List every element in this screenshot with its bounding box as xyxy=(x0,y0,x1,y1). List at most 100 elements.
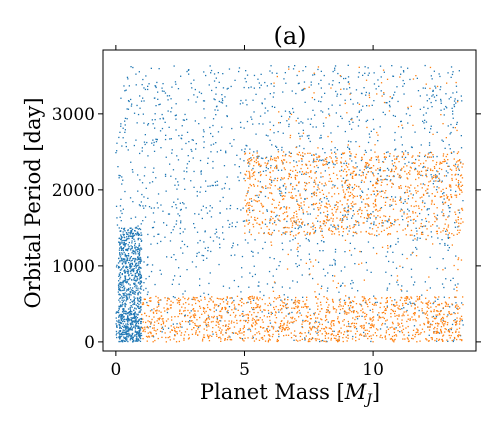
data-point xyxy=(302,221,304,223)
data-point xyxy=(209,185,211,187)
data-point xyxy=(253,308,255,311)
data-point xyxy=(358,110,361,112)
data-point xyxy=(128,232,130,234)
data-point xyxy=(370,326,372,329)
data-point xyxy=(437,332,439,334)
data-point xyxy=(434,167,436,169)
data-point xyxy=(297,311,299,313)
data-point xyxy=(292,107,294,110)
data-point xyxy=(131,289,134,292)
data-point xyxy=(455,255,457,257)
data-point xyxy=(128,329,130,331)
data-point xyxy=(180,138,183,140)
data-point xyxy=(403,158,405,160)
data-point xyxy=(276,164,278,167)
data-point xyxy=(123,289,125,291)
data-point xyxy=(122,303,124,306)
data-point xyxy=(126,320,129,322)
data-point xyxy=(123,293,125,295)
data-point xyxy=(115,205,118,207)
data-point xyxy=(360,159,363,162)
data-point xyxy=(132,313,135,315)
data-point xyxy=(155,141,158,143)
data-point xyxy=(301,332,303,335)
data-point xyxy=(424,154,427,156)
data-point xyxy=(179,299,182,301)
data-point xyxy=(178,215,181,217)
data-point xyxy=(123,239,126,242)
data-point xyxy=(318,208,320,211)
data-point xyxy=(124,120,126,122)
data-point xyxy=(175,341,178,343)
data-point xyxy=(391,338,393,341)
data-point xyxy=(145,187,147,189)
data-point xyxy=(138,253,141,255)
data-point xyxy=(410,302,412,305)
data-point xyxy=(195,266,197,268)
data-point xyxy=(440,162,442,164)
data-point xyxy=(295,222,297,224)
data-point xyxy=(188,73,190,75)
data-point xyxy=(327,306,329,308)
data-point xyxy=(249,204,251,206)
data-point xyxy=(304,185,307,187)
data-point xyxy=(147,124,149,126)
data-point xyxy=(243,326,245,328)
data-point xyxy=(133,144,135,147)
data-point xyxy=(278,190,281,192)
data-point xyxy=(455,190,457,193)
data-point xyxy=(142,329,145,331)
data-point xyxy=(226,296,228,298)
data-point xyxy=(139,179,141,181)
data-point xyxy=(118,237,120,240)
data-point xyxy=(326,163,328,166)
data-point xyxy=(369,180,372,183)
data-point xyxy=(443,286,445,289)
data-point xyxy=(418,207,420,209)
data-point xyxy=(133,269,135,272)
data-point xyxy=(442,340,444,342)
data-point xyxy=(137,190,139,192)
data-point xyxy=(347,233,349,235)
data-point xyxy=(444,160,447,162)
data-point xyxy=(264,241,266,243)
data-point xyxy=(207,314,209,316)
data-point xyxy=(416,248,418,250)
data-point xyxy=(319,159,321,161)
data-point xyxy=(187,314,189,317)
data-point xyxy=(342,177,345,179)
data-point xyxy=(288,155,290,157)
data-point xyxy=(432,243,434,245)
data-point xyxy=(311,154,313,156)
data-point xyxy=(130,249,132,251)
data-point xyxy=(149,326,151,328)
data-point xyxy=(131,311,133,313)
data-point xyxy=(243,325,245,327)
data-point xyxy=(450,189,452,191)
data-point xyxy=(154,127,156,129)
data-point xyxy=(137,247,139,249)
data-point xyxy=(132,274,134,276)
data-point xyxy=(147,263,149,266)
data-point xyxy=(135,287,137,289)
data-point xyxy=(402,328,405,330)
data-point xyxy=(254,273,256,276)
data-point xyxy=(310,118,312,120)
data-point xyxy=(147,88,149,91)
data-point xyxy=(139,306,141,308)
data-point xyxy=(122,249,124,252)
data-point xyxy=(381,324,383,326)
data-point xyxy=(140,201,142,203)
data-point xyxy=(131,247,133,249)
data-point xyxy=(420,225,422,227)
data-point xyxy=(135,308,137,310)
data-point xyxy=(256,315,258,318)
data-point xyxy=(136,259,138,261)
data-point xyxy=(427,322,429,324)
data-point xyxy=(434,195,436,197)
data-point xyxy=(124,325,126,327)
data-point xyxy=(146,264,148,266)
data-point xyxy=(147,320,149,322)
data-point xyxy=(373,175,375,177)
data-point xyxy=(273,221,276,224)
